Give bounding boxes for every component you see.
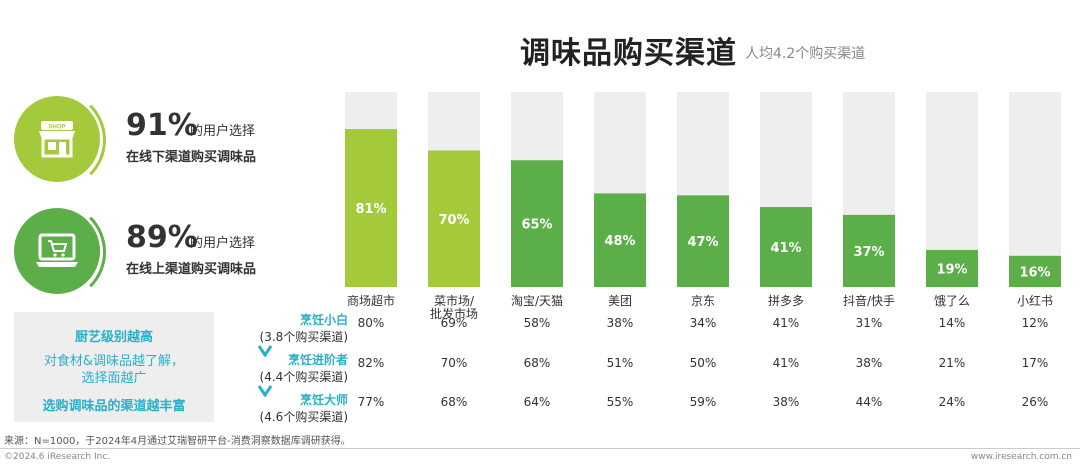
table-cell: 41% (773, 316, 800, 330)
website: www.iresearch.com.cn (970, 452, 1072, 462)
table-cell: 77% (358, 395, 385, 409)
table-cell: 68% (441, 395, 468, 409)
online-arc (6, 202, 106, 302)
bar (677, 195, 729, 287)
shop-icon: SHOP (14, 96, 100, 182)
bar-value-label: 37% (853, 245, 884, 260)
bar-value-label: 19% (936, 262, 967, 277)
table-cell: 55% (607, 395, 634, 409)
chevron-down-icon (258, 385, 272, 397)
table-cell: 14% (939, 316, 966, 330)
bar (926, 249, 978, 287)
offline-pct: 91% (126, 108, 198, 143)
table-cell: 69% (441, 316, 468, 330)
segment-count: (4.4个购买渠道) (259, 370, 348, 384)
segment-label-1: 烹饪小白 (3.8个购买渠道) (238, 311, 348, 345)
segment-label-2: 烹饪进阶者 (4.4个购买渠道) (238, 351, 348, 385)
bar (428, 150, 480, 287)
chevron-down-icon (258, 345, 272, 357)
segment-label-3: 烹饪大师 (4.6个购买渠道) (238, 391, 348, 425)
shop-icon-text: SHOP (48, 125, 65, 131)
online-stat: 89% 的用户选择 在线上渠道购买调味品 (0, 202, 330, 308)
source-note: 来源：N=1000，于2024年4月通过艾瑞智研平台-消费洞察数据库调研获得。 (4, 436, 351, 447)
table-cell: 80% (358, 316, 385, 330)
bar-value-label: 47% (687, 235, 718, 250)
table-cell: 59% (690, 395, 717, 409)
page-title: 调味品购买渠道 (520, 36, 737, 71)
category-label: 美团 (608, 294, 632, 308)
table-cell: 12% (1022, 316, 1049, 330)
bar-value-label: 16% (1019, 265, 1050, 280)
segment-name: 烹饪进阶者 (287, 353, 348, 367)
offline-pct-tail: 的用户选择 (190, 124, 256, 139)
page-subtitle: 人均4.2个购买渠道 (745, 46, 866, 62)
info-line-1: 厨艺级别越高 (74, 330, 153, 345)
table-cell: 44% (856, 395, 883, 409)
offline-stat: SHOP 91% 的用户选择 在线下渠道购买调味品 (0, 90, 330, 196)
online-pct: 89% (126, 220, 198, 255)
bar-value-label: 65% (521, 218, 552, 233)
offline-arc (6, 90, 106, 190)
category-label: 饿了么 (934, 294, 970, 308)
table-cell: 82% (358, 356, 385, 370)
bar (511, 160, 563, 287)
table-cell: 24% (939, 395, 966, 409)
category-label: 商场超市 (347, 293, 395, 308)
table-cell: 17% (1022, 356, 1049, 370)
bar (594, 193, 646, 287)
table-cell: 38% (856, 356, 883, 370)
table-cell: 51% (607, 356, 634, 370)
segment-count: (4.6个购买渠道) (259, 410, 348, 424)
bar (1009, 255, 1061, 287)
category-label: 批发市场 (430, 306, 478, 321)
bar (843, 214, 895, 287)
info-line-3: 选购调味品的渠道越丰富 (42, 399, 186, 414)
bar-value-label: 81% (355, 202, 386, 217)
info-box: 厨艺级别越高 对食材&调味品越了解， 选择面越广 选购调味品的渠道越丰富 (14, 312, 214, 422)
bar-value-label: 70% (438, 213, 469, 228)
online-pct-tail: 的用户选择 (190, 236, 256, 251)
category-label: 京东 (691, 294, 715, 308)
bar (345, 129, 397, 287)
info-line-2b: 选择面越广 (81, 371, 147, 386)
segment-name: 烹饪大师 (299, 393, 348, 407)
table-cell: 70% (441, 356, 468, 370)
category-label: 抖音/快手 (843, 293, 895, 308)
info-line-2: 对食材&调味品越了解， 选择面越广 (14, 353, 214, 387)
laptop-cart-icon (14, 208, 100, 294)
table-cell: 38% (773, 395, 800, 409)
online-desc: 在线上渠道购买调味品 (126, 262, 257, 277)
category-label: 拼多多 (768, 294, 804, 308)
offline-desc: 在线下渠道购买调味品 (126, 150, 257, 165)
table-cell: 21% (939, 356, 966, 370)
bar-value-label: 48% (604, 234, 635, 249)
segment-name: 烹饪小白 (299, 313, 348, 327)
table-cell: 26% (1022, 395, 1049, 409)
bar (760, 207, 812, 287)
bar-track (1009, 92, 1061, 287)
copyright: ©2024.6 iResearch Inc. (4, 452, 111, 462)
info-line-2a: 对食材&调味品越了解， (43, 354, 185, 369)
table-cell: 58% (524, 316, 551, 330)
table-cell: 50% (690, 356, 717, 370)
table-cell: 34% (690, 316, 717, 330)
footer-divider (0, 448, 1080, 449)
table-cell: 68% (524, 356, 551, 370)
table-cell: 38% (607, 316, 634, 330)
bar-value-label: 41% (770, 241, 801, 256)
category-label: 淘宝/天猫 (511, 294, 563, 308)
table-cell: 31% (856, 316, 883, 330)
category-label: 小红书 (1017, 293, 1053, 308)
table-cell: 41% (773, 356, 800, 370)
category-label: 菜市场/ (434, 293, 475, 308)
table-cell: 64% (524, 395, 551, 409)
segment-count: (3.8个购买渠道) (259, 330, 348, 344)
